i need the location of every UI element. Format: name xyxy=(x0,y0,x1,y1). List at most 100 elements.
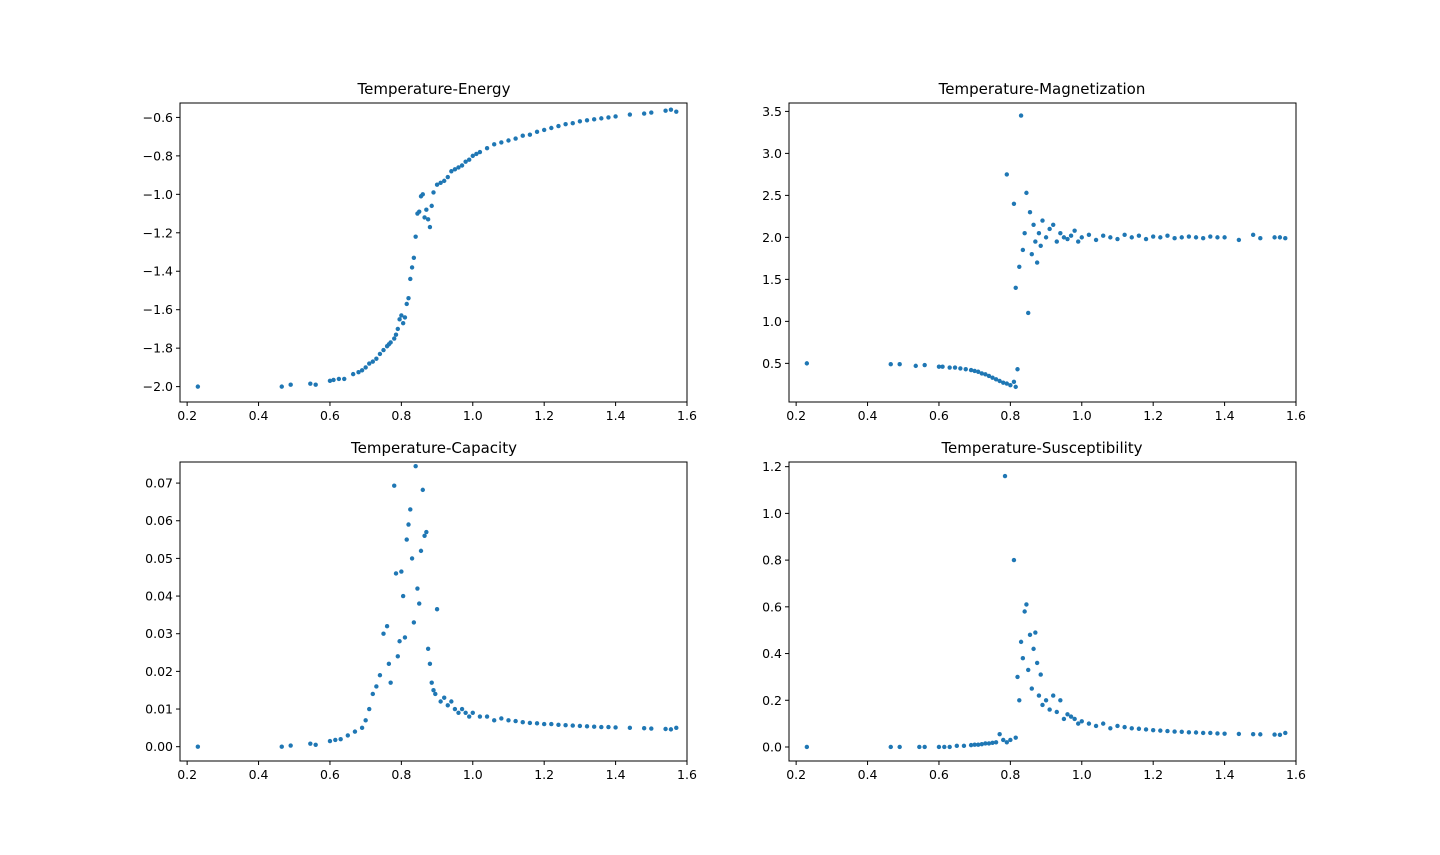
capacity-data-point xyxy=(627,725,633,731)
magnetization-data-point xyxy=(804,361,810,366)
magnetization-y-tick-label: 0.5 xyxy=(762,356,782,371)
capacity-data-point xyxy=(418,548,424,554)
susceptibility-data-point xyxy=(804,744,810,750)
magnetization-points xyxy=(804,113,1288,390)
energy-data-point xyxy=(470,153,475,159)
magnetization-data-point xyxy=(1024,190,1029,196)
energy-data-point xyxy=(584,118,590,123)
capacity-data-point xyxy=(584,724,590,729)
capacity-data-point xyxy=(386,661,392,667)
capacity-data-point xyxy=(449,699,454,704)
energy-data-point xyxy=(563,121,568,127)
susceptibility-data-point xyxy=(888,744,893,750)
capacity-data-point xyxy=(408,507,413,512)
energy-data-point xyxy=(449,169,454,174)
energy-axes-frame xyxy=(179,102,688,403)
energy-data-point xyxy=(570,120,575,126)
susceptibility-data-point xyxy=(1036,693,1042,698)
capacity-data-point xyxy=(556,722,561,728)
magnetization-data-point xyxy=(1208,234,1213,239)
capacity-axes-frame xyxy=(179,461,688,762)
magnetization-data-point xyxy=(1186,234,1192,239)
susceptibility-points xyxy=(804,473,1288,750)
energy-y-tick-label: −0.8 xyxy=(143,148,173,163)
magnetization-data-point xyxy=(1011,379,1017,385)
energy-data-point xyxy=(374,356,379,361)
capacity-data-point xyxy=(415,586,420,591)
energy-data-point xyxy=(313,382,318,387)
capacity-data-point xyxy=(363,718,368,723)
capacity-data-point xyxy=(463,710,468,715)
energy-data-point xyxy=(411,255,417,260)
capacity-x-tick-label: 0.2 xyxy=(177,767,197,782)
susceptibility-data-point xyxy=(922,744,927,750)
energy-data-point xyxy=(422,215,427,220)
susceptibility-data-point xyxy=(1158,728,1163,733)
magnetization-data-point xyxy=(1150,234,1156,239)
capacity-data-point xyxy=(195,744,201,749)
susceptibility-data-point xyxy=(1018,639,1024,645)
susceptibility-data-point xyxy=(1236,731,1242,737)
magnetization-y-tick-label: 3.5 xyxy=(762,104,782,119)
energy-data-point xyxy=(599,116,604,121)
capacity-data-point xyxy=(445,703,450,708)
magnetization-data-point xyxy=(1051,222,1056,227)
susceptibility-data-point xyxy=(1129,726,1134,731)
energy-data-point xyxy=(467,157,472,162)
capacity-data-point xyxy=(534,721,540,726)
capacity-y-tick-label: 0.03 xyxy=(145,626,173,641)
magnetization-data-point xyxy=(1061,235,1067,240)
magnetization-y-tick-label: 2.5 xyxy=(762,188,782,203)
magnetization-data-point xyxy=(936,364,942,369)
susceptibility-data-point xyxy=(1061,716,1067,722)
capacity-data-point xyxy=(345,733,351,738)
magnetization-data-point xyxy=(1272,235,1277,240)
magnetization-data-point xyxy=(922,362,927,368)
susceptibility-data-point xyxy=(993,740,999,745)
energy-data-point xyxy=(356,370,361,375)
capacity-y-tick-label: 0.00 xyxy=(145,739,173,754)
susceptibility-data-point xyxy=(1008,737,1013,743)
susceptibility-data-point xyxy=(976,742,981,747)
capacity-data-point xyxy=(424,529,429,535)
energy-data-point xyxy=(627,112,633,117)
energy-data-point xyxy=(577,119,583,124)
capacity-data-point xyxy=(327,738,333,744)
energy-data-point xyxy=(556,123,561,129)
susceptibility-data-point xyxy=(1093,723,1099,729)
energy-data-point xyxy=(399,313,404,318)
susceptibility-x-tick-label: 0.4 xyxy=(858,767,878,782)
energy-data-point xyxy=(445,174,450,180)
capacity-data-point xyxy=(613,725,618,730)
energy-x-tick-label: 1.0 xyxy=(463,408,483,423)
susceptibility-x-tick-label: 0.2 xyxy=(786,767,806,782)
magnetization-data-point xyxy=(1029,251,1034,257)
energy-x-tick-label: 0.8 xyxy=(391,408,411,423)
energy-data-point xyxy=(367,361,372,366)
energy-data-point xyxy=(288,382,293,387)
energy-data-point xyxy=(350,371,356,377)
magnetization-y-tick-label: 2.0 xyxy=(762,230,782,245)
energy-x-tick-label: 1.4 xyxy=(606,408,626,423)
magnetization-data-point xyxy=(958,366,963,371)
energy-data-point xyxy=(370,359,375,364)
susceptibility-data-point xyxy=(1013,735,1018,740)
capacity-data-point xyxy=(477,714,483,719)
capacity-data-point xyxy=(570,723,575,728)
magnetization-data-point xyxy=(1250,232,1256,238)
energy-data-point xyxy=(342,376,347,382)
capacity-data-point xyxy=(492,718,497,723)
energy-x-tick-label: 1.2 xyxy=(534,408,554,423)
magnetization-x-tick-label: 1.4 xyxy=(1215,408,1235,423)
magnetization-data-point xyxy=(1038,243,1043,248)
capacity-data-point xyxy=(577,723,583,729)
capacity-data-point xyxy=(431,688,436,693)
capacity-data-point xyxy=(381,631,386,636)
energy-data-point xyxy=(397,317,402,322)
capacity-data-point xyxy=(397,639,402,644)
magnetization-data-point xyxy=(1058,230,1063,236)
susceptibility-data-point xyxy=(983,741,988,746)
susceptibility-data-point xyxy=(1004,740,1009,745)
susceptibility-x-tick-label: 0.8 xyxy=(1000,767,1020,782)
energy-data-point xyxy=(613,114,618,119)
